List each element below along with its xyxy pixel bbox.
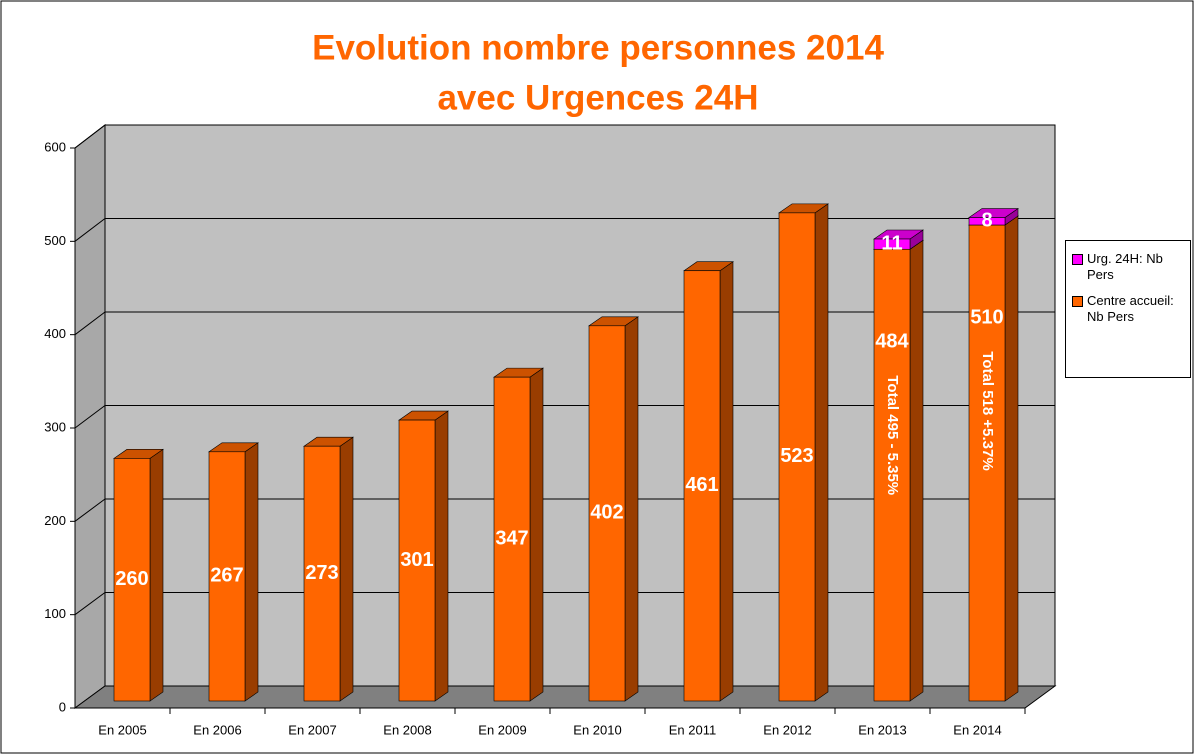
value-label: 301 [400, 549, 433, 571]
bar [873, 238, 911, 250]
bar-side [1004, 215, 1019, 702]
legend: Urg. 24H: Nb Pers Centre accueil: Nb Pers [1065, 240, 1191, 378]
x-tick-label: En 2011 [669, 722, 716, 737]
bar [493, 376, 531, 702]
bar [968, 224, 1006, 702]
bar-side [149, 448, 164, 702]
grid-line [74, 218, 106, 242]
plot: 0 100 200 300 400 500 600 En 2005 260 En 2006 267 E… [44, 124, 1055, 737]
x-tick-label: En 2007 [288, 722, 336, 737]
bar [113, 458, 151, 702]
annotation: Total 518 +5.37% [979, 351, 996, 470]
grid-line [74, 311, 106, 336]
legend-swatch [1072, 254, 1083, 265]
y-tick-label: 300 [44, 419, 66, 434]
bar-side [909, 239, 924, 702]
bar-side [434, 410, 449, 702]
grid-line [74, 405, 106, 429]
value-label: 8 [981, 210, 992, 232]
bar [303, 445, 341, 702]
chart-title: Evolution nombre personnes 2014 [312, 28, 884, 67]
x-tick-label: En 2008 [383, 722, 431, 737]
grid-line [74, 592, 106, 616]
y-tick-label: 0 [59, 699, 66, 714]
bar-side [624, 316, 639, 702]
value-label: 260 [115, 568, 148, 590]
chart-title: avec Urgences 24H [437, 78, 758, 117]
legend-label: Centre accueil: Nb Pers [1087, 293, 1174, 324]
legend-item: Urg. 24H: Nb Pers [1072, 251, 1190, 283]
value-label: 347 [495, 527, 528, 549]
bar [588, 325, 626, 702]
bar-side [814, 203, 829, 702]
value-label: 523 [780, 445, 813, 467]
x-tick-label: En 2006 [193, 722, 241, 737]
y-tick-label: 100 [44, 606, 66, 621]
legend-item: Centre accueil: Nb Pers [1072, 293, 1190, 325]
bar [968, 217, 1006, 226]
value-label: 402 [590, 502, 623, 524]
value-label: 484 [875, 331, 909, 353]
value-label: 461 [685, 474, 718, 496]
bar-side [719, 261, 734, 702]
value-label: 273 [305, 562, 338, 584]
x-tick-label: En 2010 [573, 722, 621, 737]
bar-side [244, 442, 259, 702]
x-tick-label: En 2009 [478, 722, 526, 737]
y-tick-label: 500 [44, 233, 66, 248]
value-label: 267 [210, 565, 243, 587]
x-tick-label: En 2012 [763, 722, 811, 737]
x-tick-label: En 2005 [98, 722, 146, 737]
y-tick-label: 600 [44, 139, 66, 154]
legend-label: Urg. 24H: Nb Pers [1087, 251, 1163, 282]
y-tick-label: 200 [44, 513, 66, 528]
bar [208, 451, 246, 702]
bar-side [339, 436, 354, 702]
bar [398, 419, 436, 702]
x-tick-label: En 2014 [953, 722, 1001, 737]
grid-line [74, 124, 106, 149]
value-label: 11 [881, 232, 902, 254]
bar [778, 212, 816, 702]
value-label: 510 [970, 306, 1003, 328]
grid-line [74, 498, 106, 522]
x-tick-label: En 2013 [858, 722, 906, 737]
legend-swatch [1072, 296, 1083, 307]
y-tick-label: 400 [44, 326, 66, 341]
bar-side [529, 367, 544, 702]
bar [683, 270, 721, 702]
annotation: Total 495 - 5.35% [884, 375, 901, 495]
